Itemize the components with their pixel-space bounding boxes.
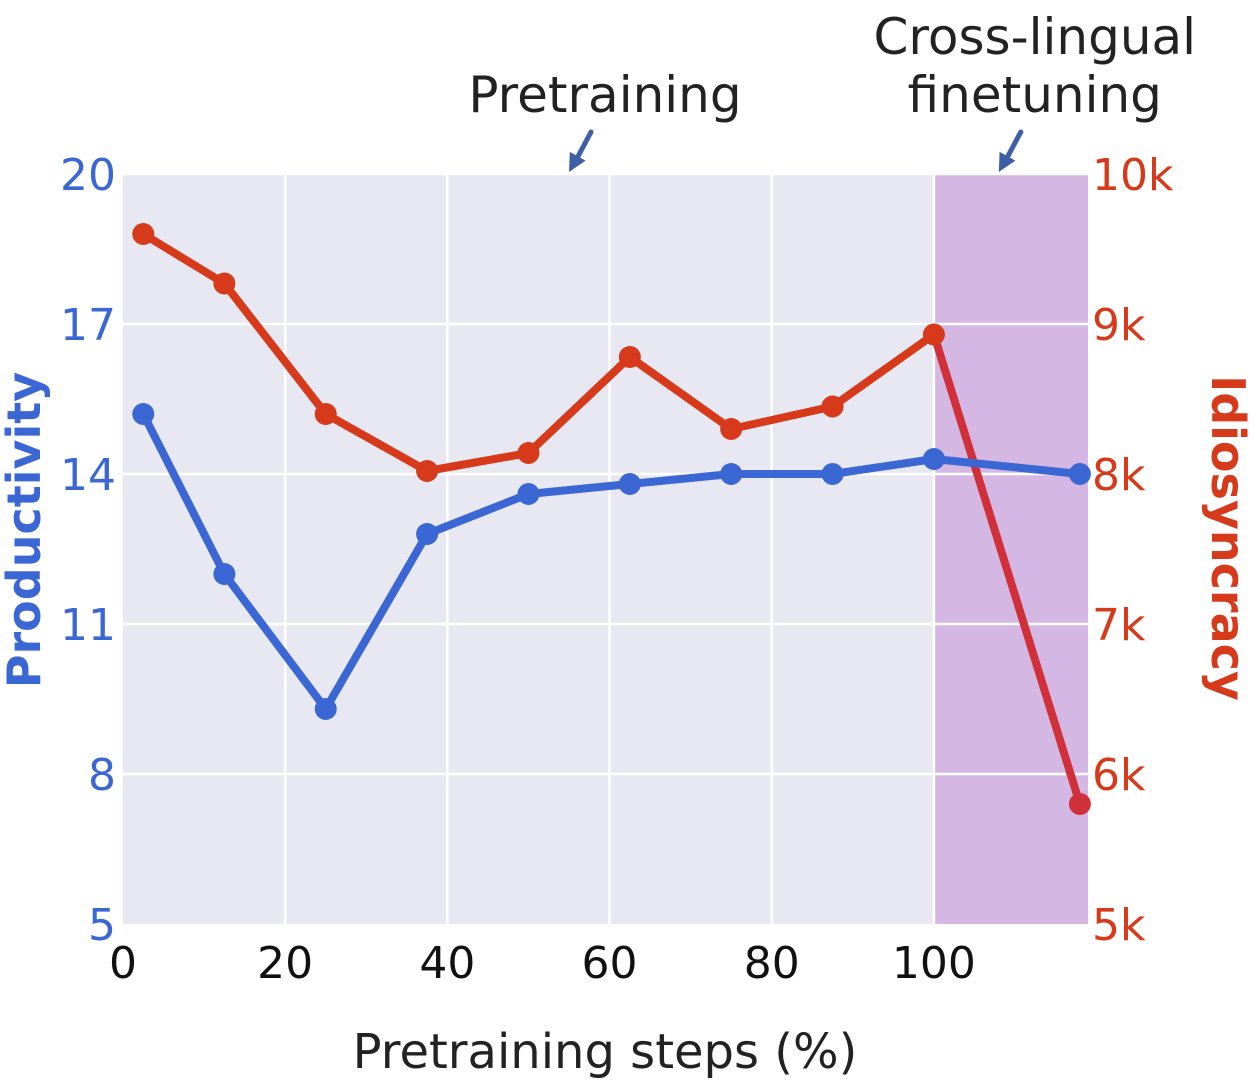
- idiosyncracy-point-9: [1068, 793, 1091, 815]
- idiosyncracy-point-8: [922, 323, 945, 346]
- annotation-arrow-head-1: [998, 151, 1016, 172]
- region-pretraining: [123, 174, 934, 924]
- productivity-point-9: [1068, 463, 1091, 485]
- idiosyncracy-point-1: [213, 272, 236, 295]
- annotation-arrow-head-0: [569, 151, 586, 172]
- y-tick-label-4: 17: [60, 300, 116, 351]
- productivity-point-4: [517, 483, 540, 505]
- y2-tick-label-5: 10k: [1092, 150, 1174, 201]
- idiosyncracy-point-7: [821, 395, 844, 418]
- x-tick-label-3: 60: [582, 938, 638, 989]
- idiosyncracy-point-3: [416, 460, 439, 482]
- y-tick-label-5: 20: [60, 150, 116, 201]
- idiosyncracy-point-5: [618, 346, 641, 368]
- productivity-point-8: [922, 448, 945, 470]
- productivity-point-6: [720, 463, 743, 485]
- x-tick-label-1: 20: [257, 938, 313, 989]
- productivity-point-3: [416, 523, 439, 545]
- region-finetuning: [933, 174, 1088, 924]
- x-tick-label-4: 80: [744, 938, 800, 989]
- productivity-point-2: [314, 698, 337, 720]
- x-tick-label-5: 100: [892, 938, 976, 989]
- productivity-point-7: [821, 463, 844, 485]
- y2-tick-label-4: 9k: [1092, 300, 1146, 351]
- productivity-point-0: [132, 403, 155, 425]
- idiosyncracy-point-6: [720, 418, 743, 440]
- y-axis-title-right: Idiosyncracy: [1201, 375, 1255, 701]
- productivity-line: [139, 410, 1084, 713]
- annotation-1-line-1: finetuning: [908, 66, 1162, 124]
- grid-lines: [123, 172, 1088, 924]
- y-tick-label-2: 11: [60, 600, 116, 651]
- idiosyncracy-point-4: [517, 442, 540, 464]
- y2-tick-label-3: 8k: [1092, 450, 1146, 501]
- idiosyncracy-point-0: [132, 223, 155, 245]
- x-axis-title: Pretraining steps (%): [353, 1024, 858, 1080]
- y2-tick-label-0: 5k: [1092, 900, 1146, 951]
- x-tick-label-0: 0: [109, 938, 137, 989]
- series-layer: [132, 223, 1091, 815]
- y-tick-label-1: 8: [88, 750, 116, 801]
- y2-tick-label-1: 6k: [1092, 750, 1146, 801]
- x-tick-label-2: 40: [419, 938, 475, 989]
- annotation-0-line-0: Pretraining: [468, 66, 741, 124]
- y2-tick-label-2: 7k: [1092, 600, 1146, 651]
- y-axis-title-left: Productivity: [0, 372, 51, 688]
- productivity-point-5: [618, 473, 641, 495]
- y-tick-label-0: 5: [88, 900, 116, 951]
- plot-regions: [123, 174, 1088, 924]
- tick-labels: 0 20 40 60 80 100 5 8 11 14 17 20 5k 6k 7k 8k 9k 10k: [60, 150, 1174, 989]
- annotation-1-line-0: Cross-lingual: [874, 8, 1197, 66]
- idiosyncracy-finetune-line: [929, 330, 1084, 808]
- productivity-point-1: [213, 563, 236, 585]
- idiosyncracy-point-2: [314, 403, 337, 425]
- y-tick-label-3: 14: [60, 450, 116, 501]
